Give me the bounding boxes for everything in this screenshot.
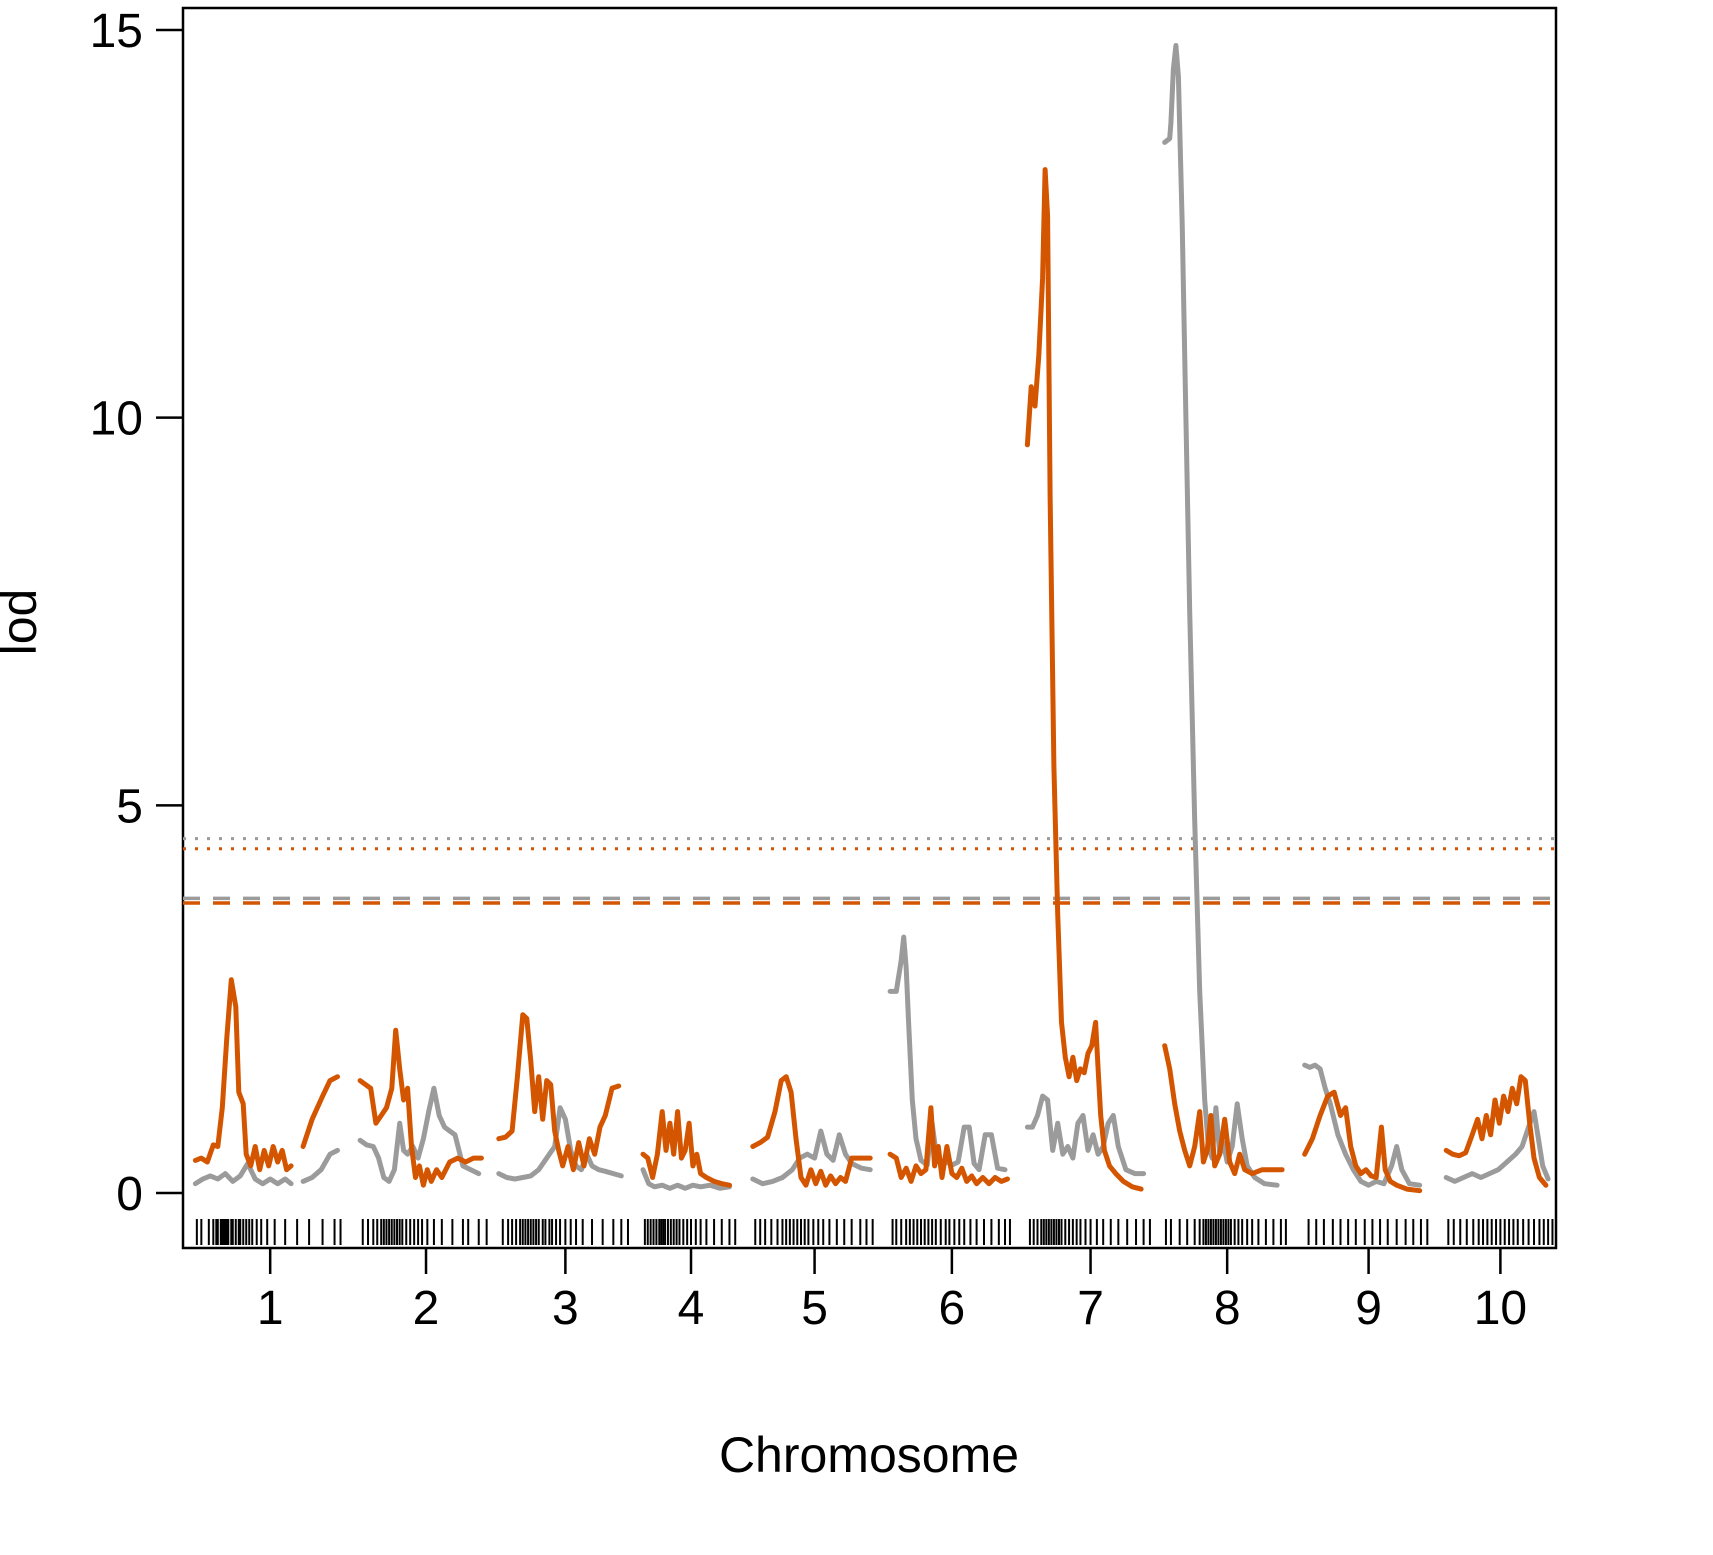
x-axis-title: Chromosome bbox=[719, 1427, 1019, 1483]
lod-curve-gray-chr1 bbox=[192, 1161, 294, 1187]
x-tick-label-chr10: 10 bbox=[1474, 1282, 1527, 1335]
marker-rug bbox=[195, 1219, 1554, 1245]
lod-curve-orange-chr5 bbox=[750, 1074, 873, 1188]
threshold-lines bbox=[183, 837, 1556, 905]
x-tick-label-chr8: 8 bbox=[1214, 1282, 1241, 1335]
x-tick-label-chr3: 3 bbox=[552, 1282, 579, 1335]
lod-curve-gray-chr10 bbox=[1443, 1109, 1551, 1184]
lod-curve-gray-chr1 bbox=[300, 1147, 340, 1184]
lod-curve-gray-chr3 bbox=[496, 1105, 624, 1182]
lod-curve-orange-chr3 bbox=[496, 1012, 622, 1173]
x-tick-label-chr4: 4 bbox=[678, 1282, 705, 1335]
lod-curve-orange-chr1 bbox=[192, 977, 294, 1173]
x-tick-label-chr9: 9 bbox=[1355, 1282, 1382, 1335]
y-tick-label: 0 bbox=[116, 1168, 143, 1221]
lod-curve-orange-chr4 bbox=[640, 1109, 732, 1188]
lod-curve-gray-chr6 bbox=[887, 934, 1008, 1173]
lod-curve-gray-chr4 bbox=[640, 1167, 732, 1191]
y-tick-label: 15 bbox=[90, 5, 143, 58]
lod-curve-gray-chr9 bbox=[1302, 1062, 1423, 1188]
lod-curve-orange-chr6 bbox=[887, 1105, 1010, 1187]
lod-curve-orange-chr8 bbox=[1162, 1043, 1285, 1177]
x-tick-label-chr6: 6 bbox=[939, 1282, 966, 1335]
series-orange bbox=[192, 167, 1549, 1194]
x-tick-label-chr2: 2 bbox=[413, 1282, 440, 1335]
x-tick-label-chr7: 7 bbox=[1077, 1282, 1104, 1335]
y-tick-label: 10 bbox=[90, 393, 143, 446]
lod-curve-gray-chr2 bbox=[357, 1085, 482, 1184]
lod-curve-gray-chr7 bbox=[1024, 1093, 1147, 1177]
x-tick-label-chr5: 5 bbox=[801, 1282, 828, 1335]
lod-curve-orange-chr1 bbox=[300, 1074, 340, 1149]
lod-curve-orange-chr9 bbox=[1302, 1089, 1423, 1194]
lod-curve-gray-chr5 bbox=[750, 1128, 873, 1187]
y-axis-title: lod bbox=[0, 589, 47, 656]
y-tick-label: 5 bbox=[116, 780, 143, 833]
lod-curve-orange-chr2 bbox=[357, 1027, 484, 1188]
x-axis: 1 2 3 4 5 6 7 8 9 10 bbox=[257, 1248, 1527, 1335]
x-tick-label-chr1: 1 bbox=[257, 1282, 284, 1335]
lod-curve-orange-chr7 bbox=[1024, 167, 1144, 1192]
lod-curve-orange-chr10 bbox=[1443, 1074, 1549, 1188]
plot-border bbox=[181, 6, 1558, 1250]
series-gray bbox=[192, 43, 1551, 1191]
y-axis: 0 5 10 15 bbox=[90, 5, 183, 1221]
chart-root: 0 5 10 15 1 2 3 4 5 6 7 8 9 10 bbox=[90, 5, 1558, 1335]
lod-curve-gray-chr8 bbox=[1162, 43, 1280, 1188]
